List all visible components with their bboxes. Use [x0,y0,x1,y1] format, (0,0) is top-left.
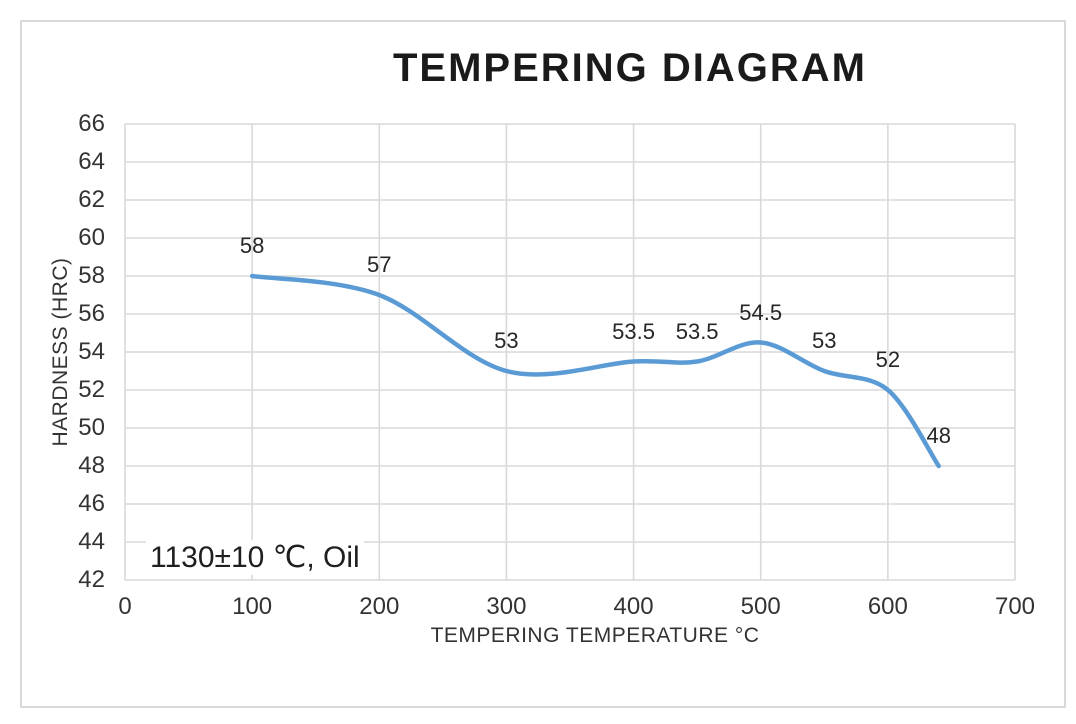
y-tick-label: 62 [78,186,105,213]
y-tick-label: 60 [78,224,105,251]
y-tick-label: 54 [78,338,105,365]
x-tick-label: 500 [740,593,781,620]
y-tick-label: 50 [78,414,105,441]
data-label: 48 [926,423,951,448]
x-tick-label: 200 [359,593,400,620]
chart-frame [20,20,1066,708]
data-label: 54.5 [739,299,783,325]
data-label: 58 [239,233,265,258]
data-label: 53 [494,328,519,353]
data-label: 53.5 [612,318,655,344]
y-tick-label: 58 [78,262,105,289]
y-tick-label: 42 [78,566,105,593]
x-tick-label: 0 [118,593,132,620]
x-axis-title: TEMPERING TEMPERATURE °C [430,624,760,647]
chart-title: TEMPERING DIAGRAM [393,46,867,90]
y-tick-label: 48 [78,452,105,479]
y-tick-label: 44 [78,528,105,555]
annotation-label: 1130±10 ℃, Oil [146,540,364,575]
x-tick-label: 400 [613,593,654,620]
data-label: 52 [875,347,901,372]
data-label: 57 [367,252,392,277]
y-tick-label: 56 [78,300,105,327]
x-tick-label: 700 [994,593,1036,620]
x-tick-label: 600 [867,593,908,620]
x-tick-label: 100 [232,593,273,620]
x-tick-label: 300 [486,593,527,620]
data-label: 53 [812,328,837,353]
data-label: 53.5 [675,318,719,344]
y-tick-label: 52 [78,376,105,403]
y-tick-label: 46 [78,490,105,517]
y-tick-label: 66 [78,110,105,137]
y-tick-label: 64 [78,148,105,175]
series-line [249,273,941,469]
